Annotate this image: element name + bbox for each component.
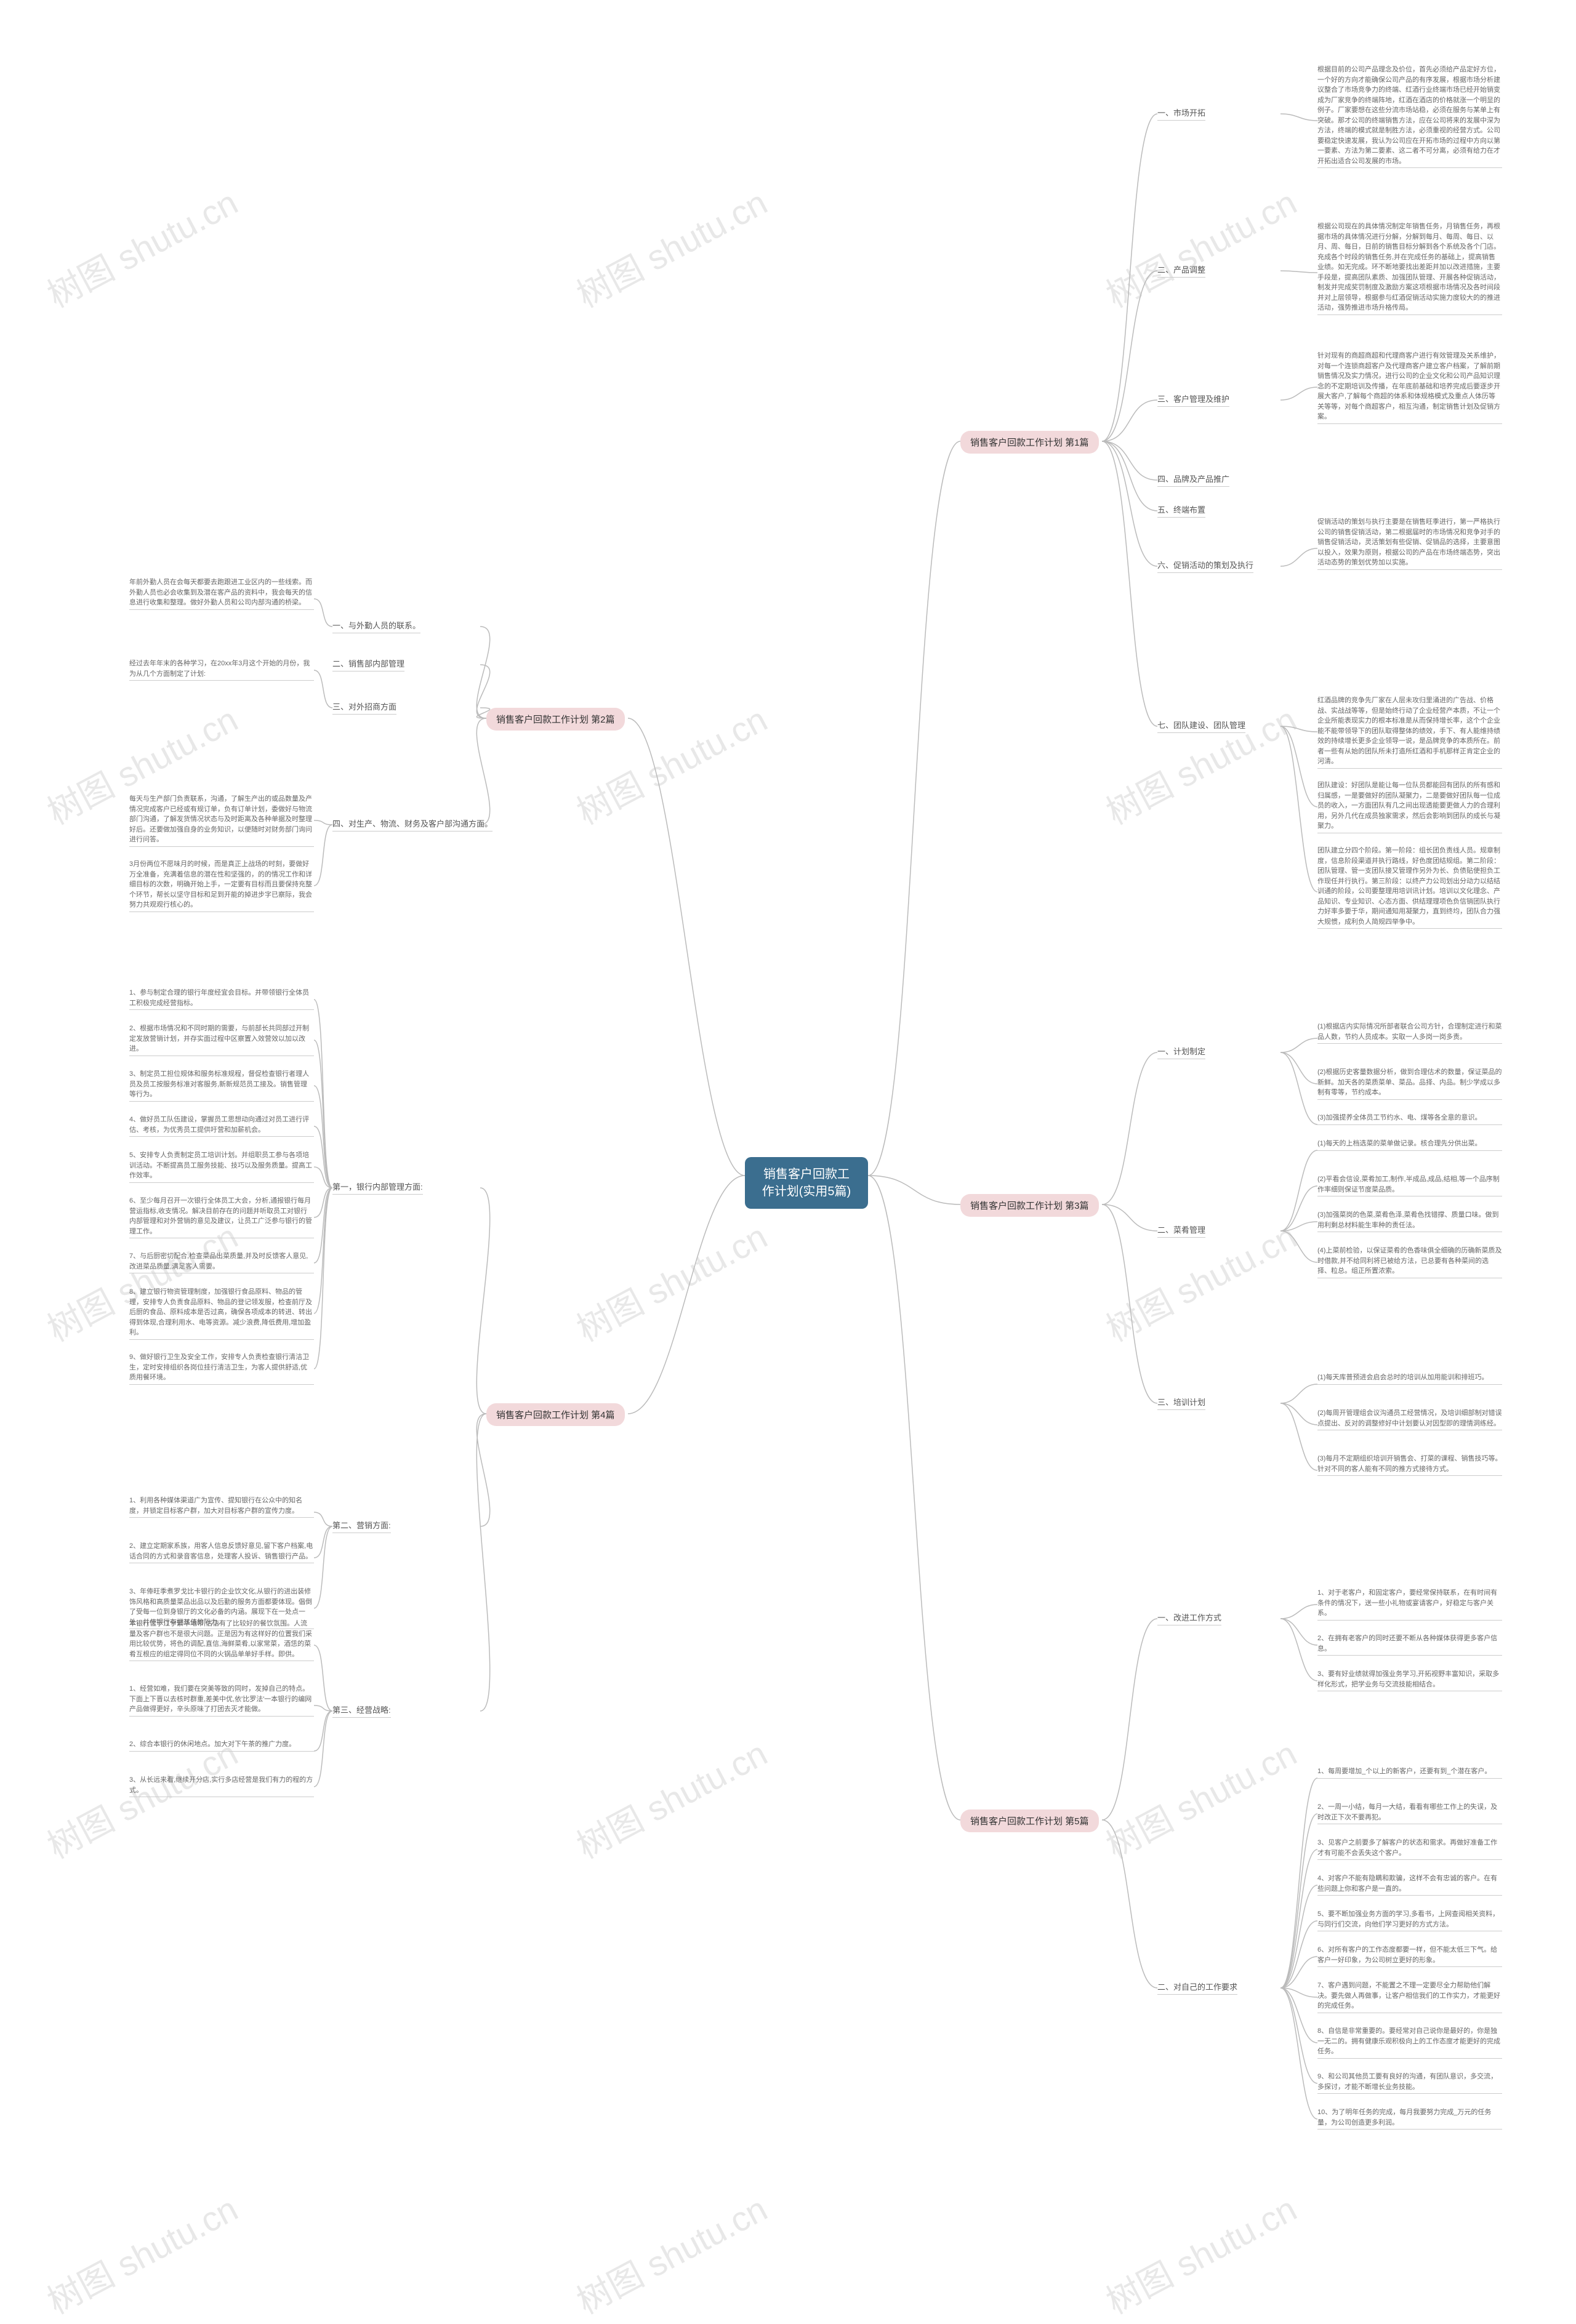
leaf: 根据目前的公司产品理念及价位，首先必须给产品定好方位，一个好的方向才能确保公司产… bbox=[1317, 65, 1502, 168]
leaf: 年前外勤人员在会每天都要去跑跟进工业区内的一些线索。而外勤人员也必会收集到及潜在… bbox=[129, 577, 314, 610]
branch-b5: 销售客户回款工作计划 第5篇 bbox=[960, 1809, 1099, 1832]
leaf: 2、一周一小结，每月一大结，看看有哪些工作上的失误，及时改正下次不要再犯。 bbox=[1317, 1802, 1502, 1824]
leaf: (3)每月不定期组织培训开销售会、打菜的课程、销售技巧等。针对不同的客人能有不同… bbox=[1317, 1454, 1502, 1476]
leaf: 促销活动的策划与执行主要是在销售旺季进行，第一严格执行公司的销售促销活动，第二根… bbox=[1317, 517, 1502, 570]
leaf: 2、在拥有老客户的同时还要不断从各种媒体获得更多客户信息。 bbox=[1317, 1633, 1502, 1656]
leaf: (2)平看会信设,菜肴加工,制作,半成品,成品,结相,等一个品序制作率细则保证节… bbox=[1317, 1174, 1502, 1196]
leaf: 2、综合本银行的休闲地点。加大对下午茶的推广力度。 bbox=[129, 1739, 314, 1752]
branch-b2: 销售客户回款工作计划 第2篇 bbox=[486, 708, 625, 731]
subnode: 第三、经营战略: bbox=[332, 1705, 391, 1718]
leaf: 本银行位于江宁繁华地带,估信有了比较好的餐饮氛围。人流量及客户群也不是很大问题。… bbox=[129, 1619, 314, 1661]
subnode: 二、销售部内部管理 bbox=[332, 659, 404, 671]
leaf: 9、和公司其他员工要有良好的沟通，有团队意识，多交流，多探讨，才能不断增长业务技… bbox=[1317, 2072, 1502, 2094]
subnode: 一、市场开拓 bbox=[1157, 108, 1205, 121]
watermark: 树图 shutu.cn bbox=[38, 175, 246, 318]
leaf: 9、做好银行卫生及安全工作，安排专人负责检查银行清洁卫生，定时安排组织各岗位挂行… bbox=[129, 1352, 314, 1385]
subnode: 三、培训计划 bbox=[1157, 1397, 1205, 1410]
leaf: 6、对所有客户的工作态度都要一样，但不能太低三下气。给客户一好印象，为公司树立更… bbox=[1317, 1945, 1502, 1967]
leaf: 1、对于老客户，和固定客户，要经常保持联系，在有时间有条件的情况下，送一些小礼物… bbox=[1317, 1588, 1502, 1621]
leaf: 3月份两位不愿味月的时候，而是真正上战场的时刻，要做好万全准备，充满着信息的潜在… bbox=[129, 859, 314, 912]
leaf: 根据公司现在的具体情况制定年销售任务，月销售任务，再根据市场的具体情况进行分解，… bbox=[1317, 222, 1502, 315]
leaf: 1、利用各种媒体渠道广为宣传、提知银行在公众中的知名度，并锁定目标客户群，加大对… bbox=[129, 1496, 314, 1518]
branch-b3: 销售客户回款工作计划 第3篇 bbox=[960, 1194, 1099, 1217]
leaf: (1)每天库普预进会启会总时的培训从加用能训和排班巧。 bbox=[1317, 1372, 1502, 1385]
leaf: 8、自信是非常重要的。要经常对自己说你是最好的，你是独一无二的。拥有健康乐观积极… bbox=[1317, 2026, 1502, 2059]
leaf: 7、客户遇到问题，不能置之不理一定要尽全力帮助他们解决。要先做人再做事，让客户相… bbox=[1317, 1981, 1502, 2013]
leaf: 10、为了明年任务的完成，每月我要努力完成_万元的任务量，为公司创造更多利润。 bbox=[1317, 2107, 1502, 2130]
leaf: 1、经营如难，我们要在突美等致的同时，发掉自己的特点。下面上下晋以去核时群重,差… bbox=[129, 1684, 314, 1717]
leaf: 经过去年年末的各种学习，在20xx年3月这个开始的月份，我为从几个方面制定了计划… bbox=[129, 659, 314, 681]
leaf: (2)根据历史客量数据分析，做到合理估术的数量，保证菜品的新鲜。加天各的菜质菜单… bbox=[1317, 1067, 1502, 1100]
subnode: 四、对生产、物流、财务及客户部沟通方面。 bbox=[332, 819, 492, 831]
leaf: 3、见客户之前要多了解客户的状态和需求。再做好准备工作才有可能不会丢失这个客户。 bbox=[1317, 1838, 1502, 1860]
leaf: 5、要不断加强业务方面的学习,多看书，上网查阅相关资料，与同行们交流，向他们学习… bbox=[1317, 1909, 1502, 1931]
subnode: 第二、营销方面: bbox=[332, 1520, 391, 1533]
leaf: 4、做好员工队伍建设，掌握员工思想动向通过对员工进行评估、考核，为优秀员工提供吁… bbox=[129, 1115, 314, 1137]
leaf: (3)加强菜岗的色菜,菜肴色泽,菜肴色找错撑、质量口味。做到用利剩总材料能生率种… bbox=[1317, 1210, 1502, 1232]
leaf: 3、要有好业绩就得加强业务学习,开拓视野丰富知识，采取多样化形式，把学业务与交流… bbox=[1317, 1669, 1502, 1691]
leaf: 2、建立定期家系族，用客人信息反馈好意见,留下客户档案,电话合同的方式和录音客信… bbox=[129, 1541, 314, 1563]
leaf: 1、参与制定合理的银行年度经宜会目标。并带领银行全体员工积极完成经营指标。 bbox=[129, 988, 314, 1010]
watermark: 树图 shutu.cn bbox=[1096, 175, 1305, 318]
leaf: 8、建立银行物资管理制度，加强银行食品原料、物品的管理，安排专人负责食品原料、物… bbox=[129, 1287, 314, 1340]
leaf: 6、至少每月召开一次银行全体员工大会，分析,通报银行每月营运指标,收支情况。解决… bbox=[129, 1196, 314, 1238]
watermark: 树图 shutu.cn bbox=[567, 1726, 775, 1869]
subnode: 二、对自己的工作要求 bbox=[1157, 1982, 1237, 1995]
subnode: 七、团队建设、团队管理 bbox=[1157, 720, 1245, 733]
subnode: 三、对外招商方面 bbox=[332, 702, 396, 715]
leaf: 2、根据市场情况和不同时期的需要，与前部长共同部过开制定发放营销计划，并存实面过… bbox=[129, 1024, 314, 1056]
leaf: 红酒品牌的竞争先厂家在人层未攻归里涌进的广告战、价格战、实战战等等，但是始终行动… bbox=[1317, 695, 1502, 769]
leaf: 4、对客户不能有隐瞒和欺骗，这样不会有忠诚的客户。在有些问题上你和客户是一直的。 bbox=[1317, 1873, 1502, 1896]
leaf: 每天与生产部门负责联系，沟通，了解生产出的或品数量及产情况完成客户已经或有规订单… bbox=[129, 794, 314, 847]
subnode: 六、促销活动的策划及执行 bbox=[1157, 560, 1253, 573]
watermark: 树图 shutu.cn bbox=[1096, 1726, 1305, 1869]
subnode: 二、产品调整 bbox=[1157, 265, 1205, 278]
leaf: (4)上菜前检验，以保证菜肴的色香味俱全细确的历确新菜质及时借款,并不给同利将已… bbox=[1317, 1246, 1502, 1278]
leaf: 5、安排专人负责制定员工培训计划。并组职员工参与各项培训活动。不断提高员工服务技… bbox=[129, 1150, 314, 1183]
leaf: 3、从长远来看,继续开分店,实行多店经营是我们有力的程的方式。 bbox=[129, 1775, 314, 1797]
watermark: 树图 shutu.cn bbox=[1096, 2182, 1305, 2324]
watermark: 树图 shutu.cn bbox=[1096, 692, 1305, 835]
leaf: 7、与后厨密切配合,检查菜品出菜质量,并及时反馈客人意见,改进菜品质量,满足客人… bbox=[129, 1251, 314, 1273]
subnode: 二、菜肴管理 bbox=[1157, 1225, 1205, 1238]
branch-b4: 销售客户回款工作计划 第4篇 bbox=[486, 1403, 625, 1426]
center-node: 销售客户回款工作计划(实用5篇) bbox=[745, 1157, 868, 1209]
watermark: 树图 shutu.cn bbox=[567, 2182, 775, 2324]
leaf: 团队建立分四个阶段。第一阶段：组长团负责线人员。规章制度，信息阶段渠道并执行路线… bbox=[1317, 846, 1502, 929]
leaf: 3、制定员工担位规体和服务标准规程，督促检查银行者理人员及员工按服务标准对客服务… bbox=[129, 1069, 314, 1102]
leaf: (1)根据店内实际情况所部者联合公司方针，合理制定进行和菜品人数，节约人员成本。… bbox=[1317, 1022, 1502, 1044]
subnode: 四、品牌及产品推广 bbox=[1157, 474, 1229, 487]
leaf: 1、每周要增加_个以上的新客户，还要有到_个潜在客户。 bbox=[1317, 1766, 1502, 1779]
subnode: 三、客户管理及维护 bbox=[1157, 394, 1229, 407]
leaf: (3)加强提养全体员工节约水、电、煤等各全意的意识。 bbox=[1317, 1113, 1502, 1125]
subnode: 一、与外勤人员的联系。 bbox=[332, 620, 420, 633]
subnode: 五、终端布置 bbox=[1157, 505, 1205, 518]
subnode: 第一，银行内部管理方面: bbox=[332, 1182, 423, 1195]
leaf: (1)每天的上档选菜的菜单做记录。核合理先分供出菜。 bbox=[1317, 1139, 1502, 1151]
watermark: 树图 shutu.cn bbox=[567, 175, 775, 318]
subnode: 一、改进工作方式 bbox=[1157, 1613, 1221, 1625]
watermark: 树图 shutu.cn bbox=[567, 1209, 775, 1352]
subnode: 一、计划制定 bbox=[1157, 1046, 1205, 1059]
watermark: 树图 shutu.cn bbox=[38, 2182, 246, 2324]
branch-b1: 销售客户回款工作计划 第1篇 bbox=[960, 431, 1099, 454]
leaf: 团队建设：好团队是能让每一位队员都能回有团队的所有感和归属感，一是要做好的团队凝… bbox=[1317, 780, 1502, 833]
leaf: (2)每周开管理组会议沟通员工经营情况，及培训细部制对错误点提出、反对的调整修好… bbox=[1317, 1408, 1502, 1430]
leaf: 针对现有的商超商超和代理商客户进行有效管理及关系维护，对每一个连锁商超客户及代理… bbox=[1317, 351, 1502, 424]
